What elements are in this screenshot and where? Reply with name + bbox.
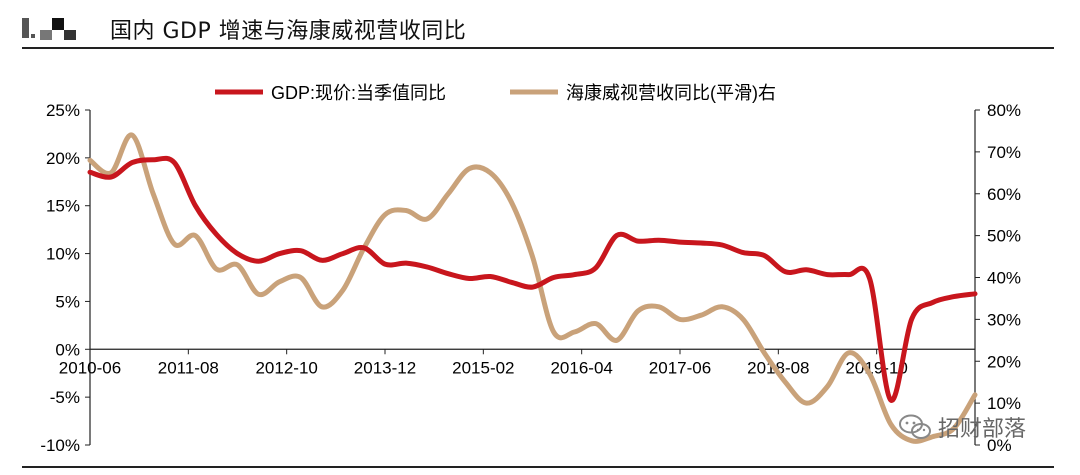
- y-left-tick-label: 10%: [46, 245, 80, 264]
- axes-layer: -10% -5% 0% 5% 10% 15% 20% 25% 0% 10% 20% 30% 40% 50%…: [40, 101, 1021, 455]
- y-left-tick-label: 20%: [46, 149, 80, 168]
- logo-bar-1: [22, 18, 29, 38]
- y-right-tick-label: 80%: [987, 101, 1021, 120]
- legend: GDP:现价:当季值同比 海康威视营收同比(平滑)右: [215, 83, 776, 103]
- y-left-tick-label: -5%: [50, 388, 80, 407]
- title-divider: [22, 47, 1054, 49]
- y-right-tick-label: 0%: [987, 436, 1012, 455]
- y-right-tick-label: 60%: [987, 185, 1021, 204]
- page-title: 国内 GDP 增速与海康威视营收同比: [110, 19, 467, 44]
- y-right-tick-label: 50%: [987, 227, 1021, 246]
- x-tick-label: 2013-12: [354, 358, 416, 377]
- bottom-divider: [22, 466, 1054, 468]
- series-line-gdp: [87, 155, 978, 403]
- company-logo: [22, 18, 76, 40]
- x-tick-label: 2018-08: [747, 358, 809, 377]
- y-right-tick-label: 70%: [987, 143, 1021, 162]
- legend-label-hikvision: 海康威视营收同比(平滑)右: [566, 83, 776, 103]
- y-left-tick-label: 5%: [55, 292, 80, 311]
- x-tick-label: 2011-08: [158, 358, 219, 377]
- y-left-tick-label: 25%: [46, 101, 80, 120]
- x-tick-label: 2016-04: [550, 358, 612, 377]
- logo-block-2: [52, 18, 64, 30]
- watermark-text: 招财部落: [938, 417, 1027, 442]
- y-right-tick-label: 30%: [987, 310, 1021, 329]
- x-tick-label: 2015-02: [452, 358, 514, 377]
- logo-block-3: [64, 30, 76, 40]
- watermark: 招财部落: [898, 412, 1026, 442]
- logo-block-1: [40, 30, 52, 40]
- y-left-tick-label: 0%: [55, 340, 80, 359]
- logo-dot: [31, 34, 35, 38]
- wechat-icon: [899, 414, 931, 439]
- series-line-hikvision: [87, 132, 978, 444]
- x-tick-label: 2010-06: [59, 358, 121, 377]
- series-layer: [87, 132, 978, 444]
- y-left-tick-label: -10%: [40, 436, 80, 455]
- y-right-tick-label: 40%: [987, 269, 1021, 288]
- y-right-tick-label: 10%: [987, 394, 1021, 413]
- legend-label-gdp: GDP:现价:当季值同比: [271, 83, 446, 103]
- x-tick-label: 2012-10: [255, 358, 317, 377]
- y-right-tick-label: 20%: [987, 352, 1021, 371]
- y-left-tick-label: 15%: [46, 197, 80, 216]
- x-tick-label: 2017-06: [649, 358, 711, 377]
